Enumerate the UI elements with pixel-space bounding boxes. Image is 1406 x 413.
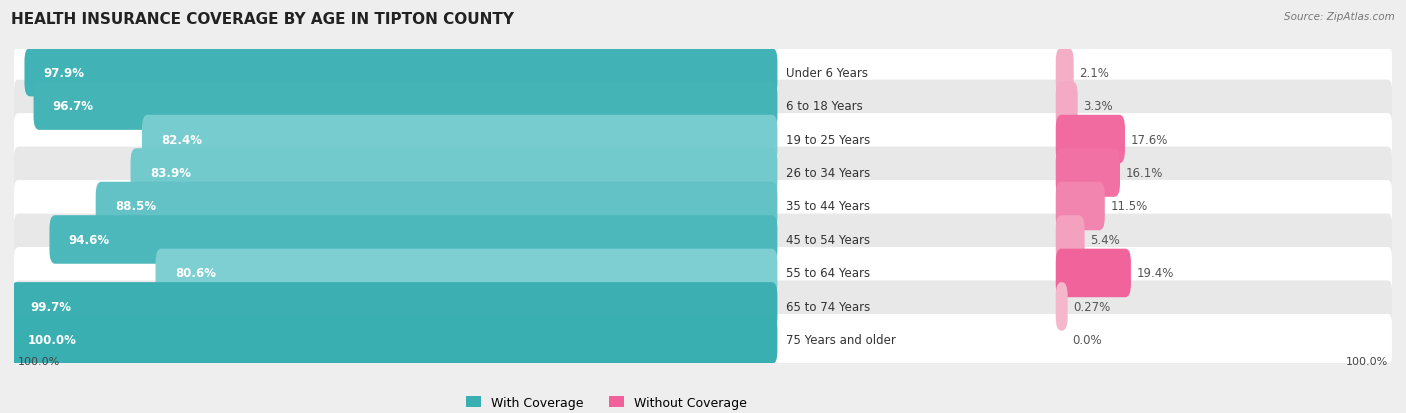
Text: 65 to 74 Years: 65 to 74 Years bbox=[786, 300, 870, 313]
FancyBboxPatch shape bbox=[49, 216, 778, 264]
Text: Under 6 Years: Under 6 Years bbox=[786, 66, 868, 79]
FancyBboxPatch shape bbox=[14, 281, 1392, 332]
FancyBboxPatch shape bbox=[156, 249, 778, 297]
FancyBboxPatch shape bbox=[1056, 116, 1125, 164]
Text: 5.4%: 5.4% bbox=[1090, 233, 1121, 247]
Text: 6 to 18 Years: 6 to 18 Years bbox=[786, 100, 862, 113]
Text: 100.0%: 100.0% bbox=[18, 356, 60, 366]
Text: 17.6%: 17.6% bbox=[1130, 133, 1168, 146]
FancyBboxPatch shape bbox=[1056, 182, 1105, 231]
Text: 45 to 54 Years: 45 to 54 Years bbox=[786, 233, 870, 247]
FancyBboxPatch shape bbox=[14, 147, 1392, 199]
Text: 80.6%: 80.6% bbox=[174, 267, 217, 280]
Text: 75 Years and older: 75 Years and older bbox=[786, 334, 896, 347]
Text: 55 to 64 Years: 55 to 64 Years bbox=[786, 267, 870, 280]
FancyBboxPatch shape bbox=[8, 316, 778, 364]
FancyBboxPatch shape bbox=[14, 47, 1392, 99]
FancyBboxPatch shape bbox=[34, 82, 778, 131]
Text: 99.7%: 99.7% bbox=[30, 300, 72, 313]
Text: 19.4%: 19.4% bbox=[1136, 267, 1174, 280]
Text: 97.9%: 97.9% bbox=[44, 66, 84, 79]
FancyBboxPatch shape bbox=[1056, 49, 1074, 97]
Text: 88.5%: 88.5% bbox=[115, 200, 156, 213]
Text: 100.0%: 100.0% bbox=[28, 334, 77, 347]
Text: 19 to 25 Years: 19 to 25 Years bbox=[786, 133, 870, 146]
FancyBboxPatch shape bbox=[1056, 216, 1084, 264]
FancyBboxPatch shape bbox=[24, 49, 778, 97]
Text: 35 to 44 Years: 35 to 44 Years bbox=[786, 200, 870, 213]
Text: 2.1%: 2.1% bbox=[1080, 66, 1109, 79]
Text: 3.3%: 3.3% bbox=[1083, 100, 1112, 113]
FancyBboxPatch shape bbox=[1056, 282, 1067, 331]
FancyBboxPatch shape bbox=[142, 116, 778, 164]
FancyBboxPatch shape bbox=[14, 247, 1392, 299]
FancyBboxPatch shape bbox=[1056, 149, 1121, 197]
Text: 83.9%: 83.9% bbox=[150, 166, 191, 180]
FancyBboxPatch shape bbox=[14, 214, 1392, 266]
Text: 0.0%: 0.0% bbox=[1073, 334, 1102, 347]
Text: 96.7%: 96.7% bbox=[53, 100, 94, 113]
FancyBboxPatch shape bbox=[11, 282, 778, 331]
Text: 11.5%: 11.5% bbox=[1111, 200, 1147, 213]
FancyBboxPatch shape bbox=[14, 81, 1392, 132]
Text: 94.6%: 94.6% bbox=[69, 233, 110, 247]
FancyBboxPatch shape bbox=[1056, 249, 1130, 297]
FancyBboxPatch shape bbox=[14, 180, 1392, 233]
FancyBboxPatch shape bbox=[131, 149, 778, 197]
Text: 100.0%: 100.0% bbox=[1346, 356, 1388, 366]
Text: HEALTH INSURANCE COVERAGE BY AGE IN TIPTON COUNTY: HEALTH INSURANCE COVERAGE BY AGE IN TIPT… bbox=[11, 12, 515, 27]
Text: 16.1%: 16.1% bbox=[1126, 166, 1163, 180]
FancyBboxPatch shape bbox=[1056, 82, 1077, 131]
Text: 0.27%: 0.27% bbox=[1073, 300, 1111, 313]
Legend: With Coverage, Without Coverage: With Coverage, Without Coverage bbox=[461, 391, 752, 413]
FancyBboxPatch shape bbox=[14, 114, 1392, 166]
Text: Source: ZipAtlas.com: Source: ZipAtlas.com bbox=[1284, 12, 1395, 22]
FancyBboxPatch shape bbox=[96, 182, 778, 231]
FancyBboxPatch shape bbox=[14, 314, 1392, 366]
Text: 82.4%: 82.4% bbox=[162, 133, 202, 146]
Text: 26 to 34 Years: 26 to 34 Years bbox=[786, 166, 870, 180]
